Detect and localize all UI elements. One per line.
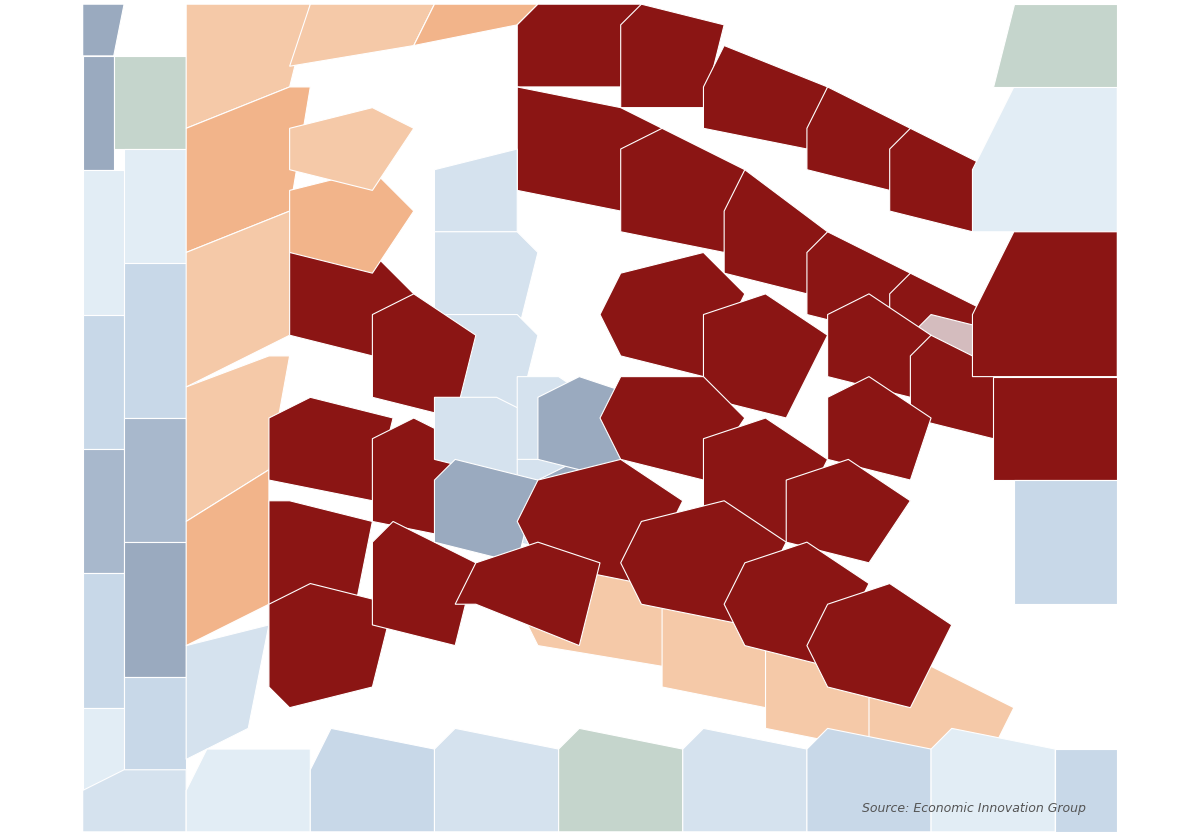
- Polygon shape: [517, 87, 662, 211]
- Polygon shape: [83, 708, 124, 832]
- Polygon shape: [600, 252, 745, 376]
- Polygon shape: [766, 625, 911, 749]
- Polygon shape: [828, 293, 931, 397]
- Polygon shape: [828, 376, 931, 480]
- Polygon shape: [517, 376, 620, 480]
- Polygon shape: [1055, 749, 1117, 832]
- Polygon shape: [911, 335, 1014, 439]
- Polygon shape: [972, 87, 1117, 232]
- Polygon shape: [289, 170, 414, 273]
- Polygon shape: [434, 728, 559, 832]
- Polygon shape: [83, 170, 124, 314]
- Polygon shape: [972, 232, 1117, 376]
- Polygon shape: [114, 56, 186, 149]
- Polygon shape: [372, 293, 476, 418]
- Polygon shape: [434, 149, 517, 232]
- Polygon shape: [703, 293, 828, 418]
- Polygon shape: [372, 522, 476, 645]
- Polygon shape: [186, 749, 311, 832]
- Polygon shape: [124, 543, 186, 676]
- Polygon shape: [186, 625, 269, 759]
- Polygon shape: [889, 128, 994, 232]
- Polygon shape: [289, 108, 414, 191]
- Polygon shape: [1014, 480, 1117, 604]
- Polygon shape: [517, 460, 620, 563]
- Polygon shape: [434, 232, 538, 335]
- Polygon shape: [124, 418, 186, 543]
- Polygon shape: [83, 449, 124, 573]
- Polygon shape: [786, 460, 911, 563]
- Polygon shape: [806, 232, 911, 335]
- Polygon shape: [269, 397, 394, 501]
- Polygon shape: [186, 4, 311, 128]
- Polygon shape: [620, 4, 724, 108]
- Polygon shape: [124, 149, 197, 263]
- Polygon shape: [83, 770, 186, 832]
- Polygon shape: [889, 273, 994, 376]
- Polygon shape: [186, 87, 311, 252]
- Polygon shape: [124, 676, 186, 801]
- Polygon shape: [289, 4, 434, 66]
- Polygon shape: [911, 314, 1014, 397]
- Polygon shape: [434, 460, 538, 563]
- Polygon shape: [994, 4, 1117, 87]
- Polygon shape: [186, 470, 269, 645]
- Polygon shape: [724, 170, 828, 293]
- Polygon shape: [703, 45, 828, 149]
- Polygon shape: [806, 728, 931, 832]
- Polygon shape: [414, 4, 538, 45]
- Polygon shape: [269, 584, 394, 708]
- Polygon shape: [517, 460, 683, 584]
- Polygon shape: [311, 728, 434, 832]
- Polygon shape: [434, 314, 538, 418]
- Polygon shape: [434, 397, 538, 480]
- Polygon shape: [559, 728, 683, 832]
- Polygon shape: [517, 4, 641, 87]
- Polygon shape: [83, 314, 124, 449]
- Polygon shape: [455, 543, 600, 645]
- Polygon shape: [869, 666, 1014, 791]
- Polygon shape: [372, 418, 497, 543]
- Polygon shape: [806, 584, 952, 708]
- Polygon shape: [806, 87, 911, 191]
- Polygon shape: [538, 376, 641, 480]
- Polygon shape: [994, 376, 1117, 480]
- Polygon shape: [83, 4, 124, 56]
- Polygon shape: [517, 543, 703, 666]
- Polygon shape: [703, 418, 828, 543]
- Polygon shape: [269, 501, 372, 625]
- Polygon shape: [83, 56, 114, 170]
- Polygon shape: [620, 128, 745, 252]
- Polygon shape: [600, 376, 745, 480]
- Polygon shape: [662, 584, 806, 708]
- Polygon shape: [538, 460, 641, 563]
- Polygon shape: [186, 356, 289, 522]
- Polygon shape: [724, 543, 869, 666]
- Polygon shape: [83, 573, 124, 708]
- Polygon shape: [124, 263, 197, 418]
- Polygon shape: [620, 501, 786, 625]
- Polygon shape: [289, 252, 414, 356]
- Polygon shape: [683, 728, 806, 832]
- Text: Source: Economic Innovation Group: Source: Economic Innovation Group: [863, 803, 1086, 815]
- Polygon shape: [931, 728, 1055, 832]
- Polygon shape: [186, 211, 311, 387]
